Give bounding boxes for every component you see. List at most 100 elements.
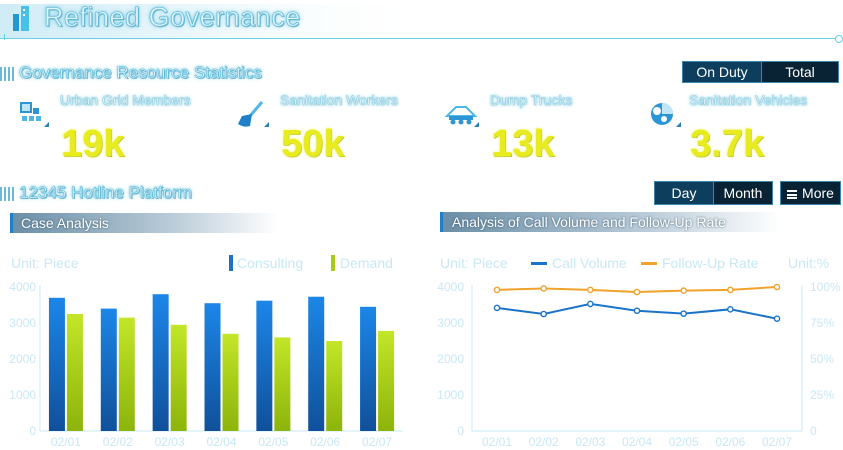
x-tick-label: 02/03 (575, 435, 605, 449)
toggle-day[interactable]: Day (654, 181, 714, 205)
stat-caret-icon (44, 122, 49, 127)
bar-demand (66, 314, 83, 431)
case-panel-title-lead (10, 213, 13, 233)
call-panel-title-lead (440, 212, 443, 232)
y-tick-label: 0 (29, 424, 36, 438)
legend-swatch-consulting (229, 255, 233, 271)
x-tick-label: 02/03 (155, 435, 185, 449)
y-tick-label: 4000 (9, 280, 36, 294)
call-panel-title-bar (440, 212, 780, 232)
toggle-month[interactable]: Month (713, 181, 773, 205)
case-panel-title-bar (10, 213, 278, 233)
bar-demand (274, 337, 291, 431)
y-left-tick-label: 2000 (437, 352, 464, 366)
point-call-volume (680, 310, 687, 317)
x-tick-label: 02/01 (482, 435, 512, 449)
bar-demand (326, 341, 343, 431)
y-right-tick-label: 0 (810, 424, 817, 438)
stat-value-sanitation-vehicles: 3.7k (690, 123, 764, 165)
point-follow-up-rate (773, 283, 781, 291)
y-tick-label: 1000 (9, 388, 36, 402)
x-tick-label: 02/04 (206, 435, 236, 449)
menu-icon (787, 190, 798, 199)
grid-members-icon (20, 102, 41, 121)
stat-caret-icon (264, 122, 269, 127)
bar-consulting (360, 306, 377, 431)
sanitation-vehicle-icon (651, 103, 673, 125)
y-left-tick-label: 0 (457, 424, 464, 438)
point-follow-up-rate (587, 286, 594, 294)
point-call-volume (727, 306, 734, 313)
toggle-total[interactable]: Total (761, 61, 839, 83)
point-follow-up-rate (493, 286, 501, 294)
more-button[interactable]: More (780, 181, 841, 205)
x-tick-label: 02/07 (762, 435, 792, 449)
section-title-hotline: 12345 Hotline Platform (19, 183, 192, 203)
section-marker-icon (0, 67, 16, 81)
toggle-on-duty[interactable]: On Duty (682, 61, 762, 83)
x-tick-label: 02/02 (103, 435, 133, 449)
x-tick-label: 02/04 (622, 435, 652, 449)
x-tick-label: 02/05 (669, 435, 699, 449)
y-tick-label: 2000 (9, 352, 36, 366)
point-call-volume (493, 304, 501, 312)
bar-demand (118, 317, 135, 431)
point-call-volume (773, 315, 781, 322)
point-follow-up-rate (633, 288, 641, 296)
bar-consulting (48, 297, 65, 431)
point-follow-up-rate (540, 285, 547, 292)
x-tick-label: 02/01 (51, 435, 81, 449)
y-tick-label: 3000 (9, 316, 36, 330)
header-divider (0, 38, 836, 39)
point-call-volume (587, 300, 594, 308)
legend-label-demand: Demand (340, 255, 393, 271)
y-left-tick-label: 4000 (437, 280, 464, 294)
dump-truck-icon (444, 106, 478, 125)
point-follow-up-rate (727, 286, 734, 294)
bar-demand (378, 330, 395, 431)
y-right-tick-label: 100% (810, 280, 841, 294)
stat-label-dump-trucks: Dump Trucks (490, 92, 573, 108)
legend-label-call-volume: Call Volume (552, 255, 627, 271)
point-call-volume (540, 310, 547, 318)
call-unit-left-label: Unit: Piece (440, 255, 508, 271)
stat-label-grid-members: Urban Grid Members (60, 92, 191, 108)
y-left-tick-label: 1000 (437, 388, 464, 402)
bar-consulting (256, 300, 273, 431)
y-left-tick-label: 3000 (437, 316, 464, 330)
legend-label-consulting: Consulting (237, 255, 304, 271)
point-follow-up-rate (680, 287, 687, 294)
legend-swatch-call-volume (531, 262, 547, 265)
header-divider-end (835, 35, 843, 43)
x-tick-label: 02/07 (362, 435, 392, 449)
bar-demand (170, 324, 187, 431)
call-volume-chart: 0 1000 2000 3000 4000 0 25% 50% 75% 100% 02/01 02/0… (437, 280, 841, 449)
stat-value-dump-trucks: 13k (491, 123, 555, 165)
section-title-resources: Governance Resource Statistics (19, 63, 262, 83)
x-tick-label: 02/06 (715, 435, 745, 449)
call-panel-title: Analysis of Call Volume and Follow-Up Ra… (452, 214, 726, 230)
x-tick-label: 02/06 (310, 435, 340, 449)
bar-consulting (204, 303, 221, 431)
more-label: More (802, 185, 834, 201)
buildings-icon (13, 6, 29, 31)
x-tick-label: 02/05 (258, 435, 288, 449)
header-band (0, 4, 400, 38)
stat-value-sanitation-workers: 50k (281, 123, 345, 165)
section-marker-icon (0, 187, 16, 201)
stat-caret-icon (676, 122, 681, 127)
y-right-tick-label: 75% (810, 316, 834, 330)
x-tick-label: 02/02 (529, 435, 559, 449)
stat-caret-icon (474, 122, 479, 127)
broom-icon (238, 101, 264, 127)
page-title: Refined Governance (44, 2, 301, 33)
case-unit-label: Unit: Piece (11, 255, 79, 271)
stat-value-grid-members: 19k (61, 123, 125, 165)
case-panel-title: Case Analysis (21, 215, 109, 231)
point-call-volume (633, 307, 641, 315)
legend-label-follow-up-rate: Follow-Up Rate (662, 255, 759, 271)
stat-label-sanitation-vehicles: Sanitation Vehicles (689, 92, 808, 108)
bar-consulting (308, 296, 325, 431)
case-analysis-chart: 0 1000 2000 3000 4000 02/01 02/02 02/03 02/04 02/… (9, 280, 403, 449)
bar-consulting (152, 294, 169, 431)
